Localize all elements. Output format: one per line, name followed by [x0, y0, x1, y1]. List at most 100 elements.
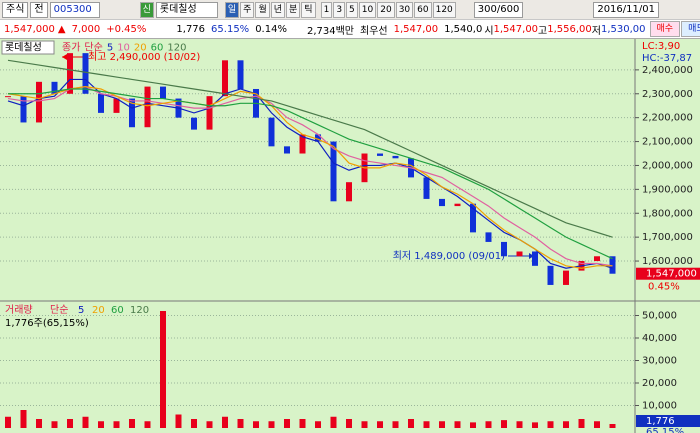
volume-bar — [113, 421, 120, 428]
volume-bar — [222, 416, 228, 428]
candle — [377, 153, 383, 156]
volume-bar — [454, 421, 461, 428]
date[interactable]: 2016/11/01 — [593, 1, 659, 18]
chart-background — [0, 39, 700, 433]
interval-button[interactable]: 10 — [358, 1, 377, 18]
y-tick-label: 2,300,000 — [642, 89, 693, 100]
scope-select[interactable]: 전 — [30, 1, 48, 18]
candle — [501, 241, 507, 257]
volume-bar — [237, 419, 244, 428]
volume-bar — [578, 419, 585, 428]
code-input[interactable]: 005300 — [49, 1, 100, 18]
interval-button[interactable]: 120 — [432, 1, 456, 18]
interval-button[interactable]: 30 — [395, 1, 414, 18]
candle — [284, 146, 290, 154]
arrow: ▲ — [57, 23, 66, 35]
last-pct: 0.45% — [648, 282, 680, 293]
y-tick-label: 40,000 — [642, 333, 677, 344]
panel-title: 거래량 — [5, 304, 33, 316]
candle — [392, 155, 399, 159]
last-volume-box — [636, 415, 700, 428]
market-select[interactable]: 주식 — [2, 1, 29, 18]
candle — [423, 177, 430, 199]
period-button[interactable]: 일 — [224, 1, 240, 18]
ma-line — [7, 59, 613, 238]
volume-bar — [284, 419, 290, 428]
badge: 신 — [139, 1, 154, 18]
interval-button[interactable]: 20 — [377, 1, 395, 18]
volume-bar — [439, 421, 445, 428]
change-pct: +0.45% — [106, 23, 147, 35]
candle — [144, 86, 151, 128]
candle — [563, 270, 569, 285]
period-button[interactable]: 분 — [286, 1, 301, 18]
change: 7,000 — [71, 23, 101, 35]
side-label: HC:-37,87 — [642, 53, 692, 64]
interval-button[interactable]: 60 — [414, 1, 432, 18]
volume-bar — [330, 416, 337, 428]
candle — [516, 251, 523, 257]
volume-bar — [609, 424, 616, 428]
volume-bar — [594, 421, 600, 428]
side-label: LC:3,90 — [642, 41, 680, 52]
volume-bar — [20, 410, 27, 428]
candle — [51, 81, 58, 94]
sell-button[interactable]: 매도 — [681, 21, 700, 37]
high-label: 고 — [538, 25, 548, 37]
candle — [206, 96, 213, 130]
candle — [485, 232, 492, 242]
y-tick-label: 30,000 — [642, 356, 677, 367]
legend-entry: 60 — [151, 43, 164, 54]
period-button[interactable]: 년 — [270, 1, 286, 18]
volume-bar — [346, 419, 352, 428]
candle — [191, 117, 197, 130]
ma-label: 단순 — [50, 304, 68, 316]
high: 1,556,00 — [547, 23, 592, 35]
interval-button[interactable]: 5 — [346, 1, 358, 18]
volume-bar — [36, 419, 42, 428]
volume-pct: 65.15% — [211, 23, 250, 35]
interval-button[interactable]: 3 — [333, 1, 346, 18]
low-label: 저 — [591, 25, 601, 37]
volume-bar — [563, 421, 569, 428]
candle — [5, 96, 11, 98]
ma-line — [7, 85, 613, 267]
candle — [346, 182, 352, 202]
legend-entry: 단순 — [84, 42, 102, 54]
buy-button[interactable]: 매수 — [649, 21, 681, 37]
y-tick-label: 1,600,000 — [642, 256, 693, 267]
last-volume-pct: 65,15% — [646, 427, 684, 433]
volume-bar — [423, 421, 430, 428]
stock-name[interactable]: 롯데칠성 — [155, 1, 218, 18]
amount: 2,734백만 — [306, 25, 354, 37]
volume-info: 1,776주(65,15%) — [5, 318, 89, 329]
period-button[interactable]: 월 — [255, 1, 270, 18]
volume-bar — [485, 421, 492, 428]
count[interactable]: 300/600 — [473, 1, 524, 18]
candle — [67, 53, 73, 94]
volume-bar — [67, 419, 73, 428]
candle — [439, 198, 445, 207]
candle — [609, 256, 616, 274]
legend-entry: 종가 — [62, 42, 80, 54]
period-button[interactable]: 틱 — [301, 1, 316, 18]
volume-bar — [532, 422, 538, 428]
ma-line — [7, 78, 613, 269]
candle — [470, 203, 476, 233]
legend-entry: 5 — [78, 305, 84, 316]
interval-button[interactable]: 1 — [320, 1, 333, 18]
candle — [237, 60, 244, 89]
candle — [547, 265, 554, 285]
candle — [330, 141, 337, 202]
last-price: 1,547,000 — [646, 269, 697, 280]
volume-bar — [377, 421, 383, 428]
y-tick-label: 10,000 — [642, 401, 677, 412]
candle — [113, 98, 120, 113]
volume-bar — [144, 421, 151, 428]
period-button[interactable]: 주 — [240, 1, 255, 18]
volume-bar — [51, 421, 58, 428]
candle — [98, 93, 104, 113]
volume-bar — [175, 414, 182, 428]
volume-bar — [191, 419, 197, 428]
